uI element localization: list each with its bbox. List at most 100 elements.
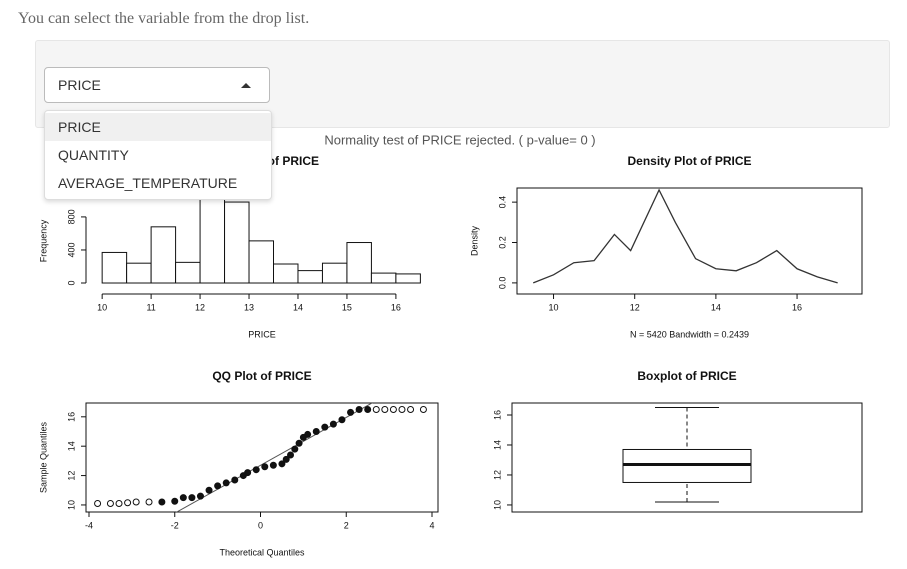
- qq-point: [398, 405, 406, 413]
- histogram-bar: [199, 195, 226, 284]
- qq-point: [124, 499, 132, 507]
- histogram-bar: [248, 240, 275, 284]
- caret: [241, 83, 251, 88]
- qq-point: [372, 405, 380, 413]
- x-tick-label: 12: [195, 302, 205, 312]
- qq-point: [261, 463, 269, 471]
- option[interactable]: PRICE: [45, 113, 271, 141]
- x-tick-label: -4: [85, 520, 93, 530]
- qq-point: [106, 499, 114, 507]
- plot-title: QQ Plot of PRICE: [212, 369, 311, 383]
- qq-point: [287, 451, 295, 459]
- x-tick-label: 4: [429, 520, 434, 530]
- x-tick-label: 10: [97, 302, 107, 312]
- histogram-bar: [224, 201, 250, 284]
- y-tick-label: 0.0: [497, 277, 507, 290]
- qq-point: [419, 405, 427, 413]
- option[interactable]: AVERAGE_TEMPERATURE: [58, 175, 238, 191]
- x-tick-label: 14: [293, 302, 303, 312]
- qq-point: [145, 498, 153, 506]
- y-tick-label: 0.2: [497, 236, 507, 249]
- option[interactable]: QUANTITY: [58, 147, 129, 163]
- qq-point: [188, 494, 196, 502]
- x-tick-label: -2: [171, 520, 179, 530]
- x-axis-label: N = 5420 Bandwidth = 0.2439: [630, 329, 749, 339]
- qq-point: [179, 494, 187, 502]
- y-tick-label: 800: [66, 209, 76, 224]
- y-axis-label: Density: [469, 225, 479, 256]
- qq-point: [304, 430, 312, 438]
- x-tick-label: 16: [391, 302, 401, 312]
- y-tick-label: 12: [492, 470, 502, 480]
- qq-point: [171, 497, 179, 505]
- reference-line: [175, 403, 374, 512]
- qq-point: [244, 469, 252, 477]
- qq-point: [355, 405, 363, 413]
- qq-point: [132, 498, 140, 506]
- plot-title: Boxplot of PRICE: [637, 369, 736, 383]
- qq-point: [94, 499, 102, 507]
- qq-point: [389, 405, 397, 413]
- x-tick-label: 10: [549, 302, 559, 312]
- x-axis-label: Theoretical Quantiles: [219, 547, 305, 557]
- x-tick-label: 14: [711, 302, 721, 312]
- y-tick-label: 14: [492, 440, 502, 450]
- x-tick-label: 15: [342, 302, 352, 312]
- x-tick-label: 11: [146, 302, 155, 312]
- histogram-bar: [297, 270, 323, 284]
- intro-text: You can select the variable from the dro…: [18, 10, 310, 27]
- plot-frame: [511, 402, 863, 513]
- plot-frame: [516, 187, 863, 295]
- histogram-bar: [150, 226, 177, 284]
- y-tick-label: 10: [492, 500, 502, 510]
- y-axis-label: Sample Quantiles: [38, 421, 48, 493]
- qq-point: [282, 455, 290, 463]
- qq-point: [158, 498, 166, 506]
- plot-title: Density Plot of PRICE: [627, 154, 751, 168]
- qq-point: [329, 420, 337, 428]
- qq-point: [407, 405, 415, 413]
- y-tick-label: 0.4: [497, 196, 507, 209]
- qq-point: [214, 482, 222, 490]
- y-tick-label: 0: [66, 281, 76, 286]
- histogram-bar: [346, 242, 372, 284]
- histogram-bar: [126, 262, 152, 284]
- y-tick-label: 16: [492, 410, 502, 420]
- qq-point: [364, 405, 372, 413]
- histogram-bar: [175, 261, 201, 284]
- histogram-bar: [273, 263, 299, 284]
- y-tick-label: 16: [66, 412, 76, 422]
- y-tick-label: 10: [66, 500, 76, 510]
- qq-point: [381, 405, 389, 413]
- qq-point: [269, 461, 277, 469]
- y-axis-label: Frequency: [38, 219, 48, 262]
- qq-point: [231, 476, 239, 484]
- histogram-bar: [395, 273, 421, 284]
- density-line: [532, 188, 838, 284]
- plot-frame: [85, 402, 439, 513]
- x-tick-label: 16: [792, 302, 802, 312]
- x-tick-label: 13: [244, 302, 254, 312]
- qq-point: [196, 492, 204, 500]
- qq-point: [321, 423, 329, 431]
- qq-point: [291, 445, 299, 453]
- qq-point: [252, 466, 260, 474]
- histogram-bar: [101, 251, 128, 284]
- qq-point: [338, 416, 346, 424]
- y-tick-label: 14: [66, 441, 76, 451]
- histogram-bar: [321, 262, 348, 284]
- x-tick-label: 12: [630, 302, 640, 312]
- qq-point: [295, 439, 303, 447]
- variable-select[interactable]: PRICE: [44, 67, 270, 103]
- test-result: Normality test of PRICE rejected. ( p-va…: [324, 132, 595, 147]
- qq-point: [222, 479, 230, 487]
- x-tick-label: 0: [258, 520, 263, 530]
- qq-point: [205, 486, 213, 494]
- qq-point: [278, 460, 286, 468]
- selected-value: PRICE: [58, 77, 101, 93]
- x-tick-label: 2: [344, 520, 349, 530]
- histogram-bar: [370, 272, 397, 284]
- option-list: PRICE QUANTITY AVERAGE_TEMPERATURE: [44, 110, 272, 200]
